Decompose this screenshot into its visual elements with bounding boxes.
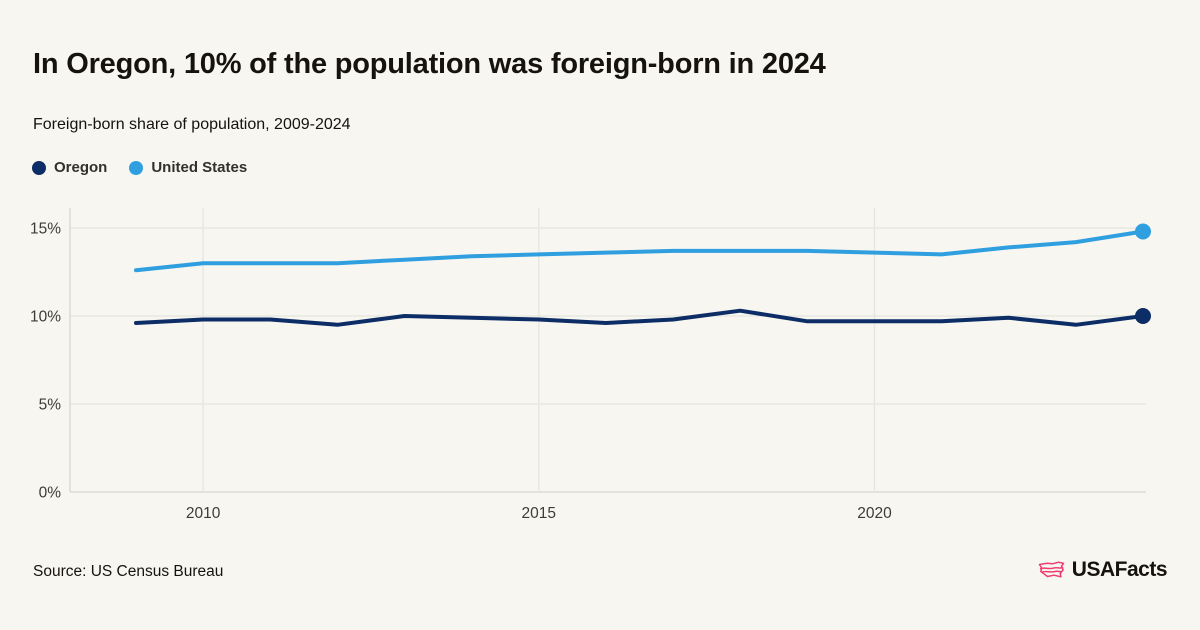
x-axis-tick-label: 2010 bbox=[186, 505, 221, 522]
usafacts-logo[interactable]: USAFacts bbox=[1038, 558, 1168, 582]
series-line-oregon bbox=[134, 308, 1145, 327]
series-line-united-states bbox=[134, 229, 1145, 273]
chart-subtitle: Foreign-born share of population, 2009-2… bbox=[33, 116, 351, 133]
legend-item-oregon[interactable]: Oregon bbox=[32, 159, 107, 176]
oregon-series-dot-icon bbox=[32, 160, 46, 175]
legend-label-oregon: Oregon bbox=[54, 159, 108, 176]
series-end-dot-united-states bbox=[1135, 223, 1151, 240]
legend-item-united-states[interactable]: United States bbox=[129, 159, 247, 176]
series-end-dot-oregon bbox=[1135, 308, 1151, 324]
y-axis-tick-label: 15% bbox=[30, 221, 61, 238]
x-axis-tick-label: 2020 bbox=[857, 505, 892, 522]
chart-legend: Oregon United States bbox=[32, 159, 247, 176]
united-states-series-dot-icon bbox=[129, 160, 144, 175]
x-axis-tick-label: 2015 bbox=[522, 505, 556, 522]
y-axis-tick-label: 10% bbox=[30, 309, 61, 326]
legend-label-united-states: United States bbox=[151, 159, 248, 176]
line-chart: 0% 5% 10% 15% 2010 2015 2020 bbox=[30, 208, 1151, 522]
y-axis-tick-label: 0% bbox=[39, 485, 62, 502]
source-note: Source: US Census Bureau bbox=[33, 563, 224, 580]
usafacts-logo-text: USAFacts bbox=[1071, 558, 1168, 581]
y-axis-tick-label: 5% bbox=[39, 397, 62, 414]
page-title: In Oregon, 10% of the population was for… bbox=[33, 48, 826, 80]
usafacts-logo-icon bbox=[1038, 561, 1065, 578]
